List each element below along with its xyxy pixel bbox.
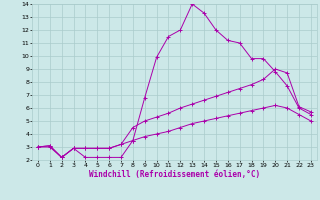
X-axis label: Windchill (Refroidissement éolien,°C): Windchill (Refroidissement éolien,°C) bbox=[89, 170, 260, 179]
